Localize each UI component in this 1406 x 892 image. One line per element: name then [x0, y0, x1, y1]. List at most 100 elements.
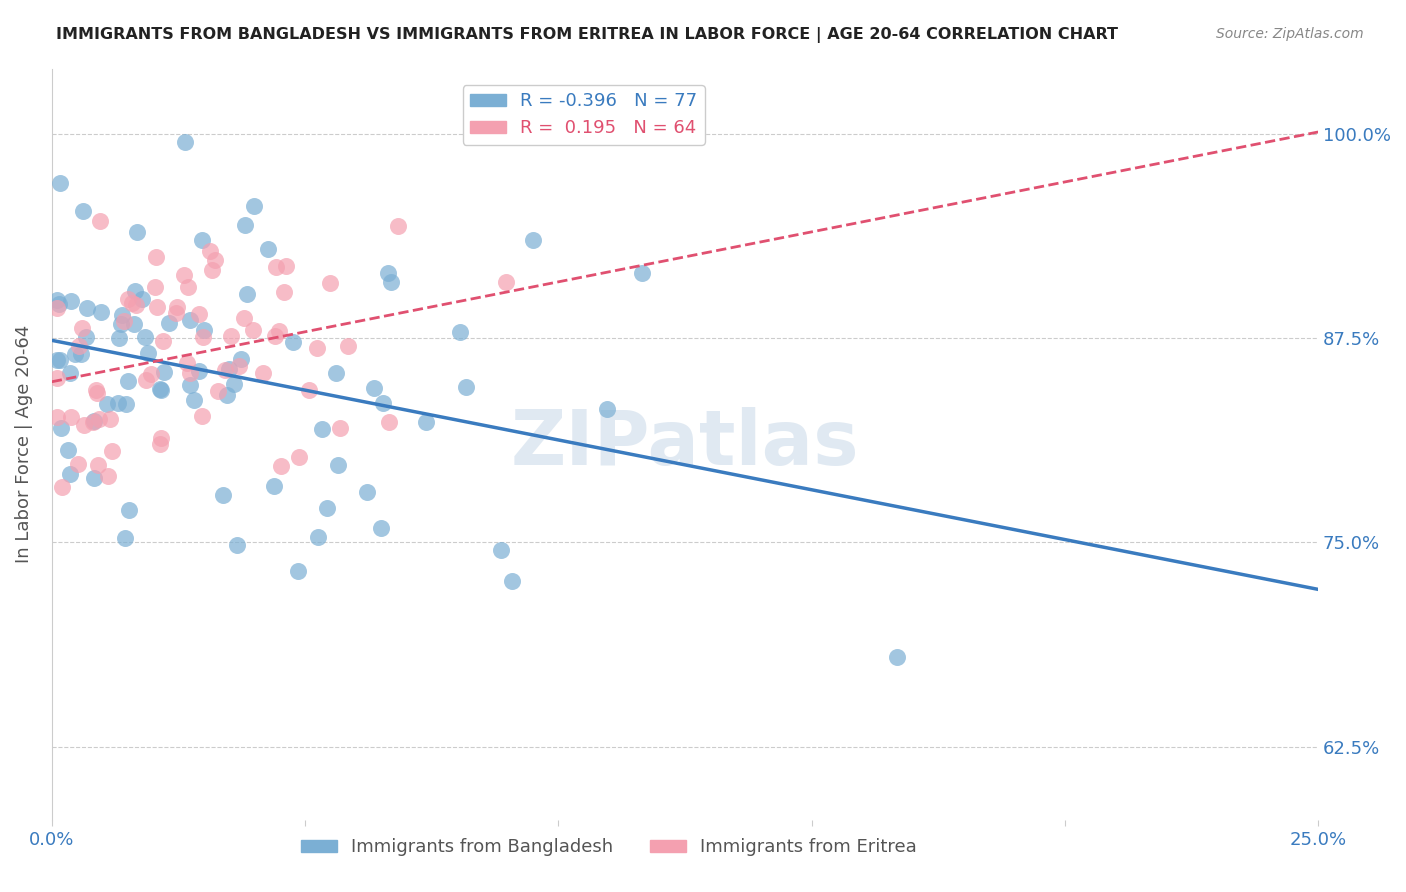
- Point: [134, 330, 156, 344]
- Point: [136, 345, 159, 359]
- Point: [273, 285, 295, 299]
- Point: [207, 384, 229, 399]
- Point: [378, 415, 401, 429]
- Point: [325, 366, 347, 380]
- Point: [59, 366, 82, 380]
- Point: [596, 402, 619, 417]
- Point: [49, 352, 72, 367]
- Point: [76, 301, 98, 315]
- Point: [356, 485, 378, 500]
- Point: [315, 500, 337, 515]
- Point: [150, 383, 173, 397]
- Point: [233, 311, 256, 326]
- Point: [183, 392, 205, 407]
- Point: [96, 397, 118, 411]
- Point: [149, 383, 172, 397]
- Point: [66, 457, 89, 471]
- Point: [380, 275, 402, 289]
- Point: [67, 339, 90, 353]
- Point: [70, 321, 93, 335]
- Point: [263, 479, 285, 493]
- Point: [86, 386, 108, 401]
- Point: [173, 268, 195, 282]
- Point: [59, 410, 82, 425]
- Point: [179, 313, 201, 327]
- Point: [108, 331, 131, 345]
- Point: [117, 374, 139, 388]
- Point: [46, 409, 69, 424]
- Point: [631, 267, 654, 281]
- Point: [224, 377, 246, 392]
- Point: [82, 415, 104, 429]
- Point: [288, 450, 311, 464]
- Point: [143, 280, 166, 294]
- Point: [89, 214, 111, 228]
- Point: [415, 415, 437, 429]
- Point: [501, 574, 523, 588]
- Point: [110, 317, 132, 331]
- Point: [231, 352, 253, 367]
- Point: [83, 471, 105, 485]
- Point: [124, 284, 146, 298]
- Point: [45, 293, 67, 308]
- Point: [886, 649, 908, 664]
- Point: [70, 347, 93, 361]
- Point: [233, 218, 256, 232]
- Point: [63, 347, 86, 361]
- Point: [177, 280, 200, 294]
- Point: [204, 252, 226, 267]
- Point: [46, 301, 69, 316]
- Point: [256, 242, 278, 256]
- Point: [51, 479, 73, 493]
- Point: [311, 422, 333, 436]
- Point: [58, 467, 80, 481]
- Point: [456, 379, 478, 393]
- Point: [87, 458, 110, 472]
- Point: [252, 366, 274, 380]
- Text: ZIPatlas: ZIPatlas: [510, 408, 859, 482]
- Point: [264, 260, 287, 274]
- Point: [319, 276, 342, 290]
- Point: [191, 233, 214, 247]
- Point: [49, 421, 72, 435]
- Point: [242, 323, 264, 337]
- Point: [219, 328, 242, 343]
- Y-axis label: In Labor Force | Age 20-64: In Labor Force | Age 20-64: [15, 326, 32, 564]
- Point: [131, 292, 153, 306]
- Point: [56, 443, 79, 458]
- Point: [363, 381, 385, 395]
- Point: [135, 373, 157, 387]
- Point: [307, 342, 329, 356]
- Point: [522, 233, 544, 247]
- Point: [149, 436, 172, 450]
- Point: [495, 275, 517, 289]
- Point: [90, 305, 112, 319]
- Point: [190, 409, 212, 423]
- Point: [215, 387, 238, 401]
- Point: [166, 300, 188, 314]
- Point: [86, 383, 108, 397]
- Point: [125, 225, 148, 239]
- Point: [157, 316, 180, 330]
- Point: [72, 204, 94, 219]
- Point: [122, 317, 145, 331]
- Point: [267, 324, 290, 338]
- Point: [111, 308, 134, 322]
- Point: [145, 250, 167, 264]
- Point: [48, 297, 70, 311]
- Point: [287, 564, 309, 578]
- Point: [193, 323, 215, 337]
- Point: [179, 367, 201, 381]
- Point: [117, 292, 139, 306]
- Point: [201, 263, 224, 277]
- Point: [281, 335, 304, 350]
- Point: [188, 307, 211, 321]
- Point: [212, 488, 235, 502]
- Point: [489, 542, 512, 557]
- Point: [45, 353, 67, 368]
- Point: [114, 531, 136, 545]
- Point: [326, 458, 349, 473]
- Point: [387, 219, 409, 233]
- Point: [264, 328, 287, 343]
- Point: [73, 417, 96, 432]
